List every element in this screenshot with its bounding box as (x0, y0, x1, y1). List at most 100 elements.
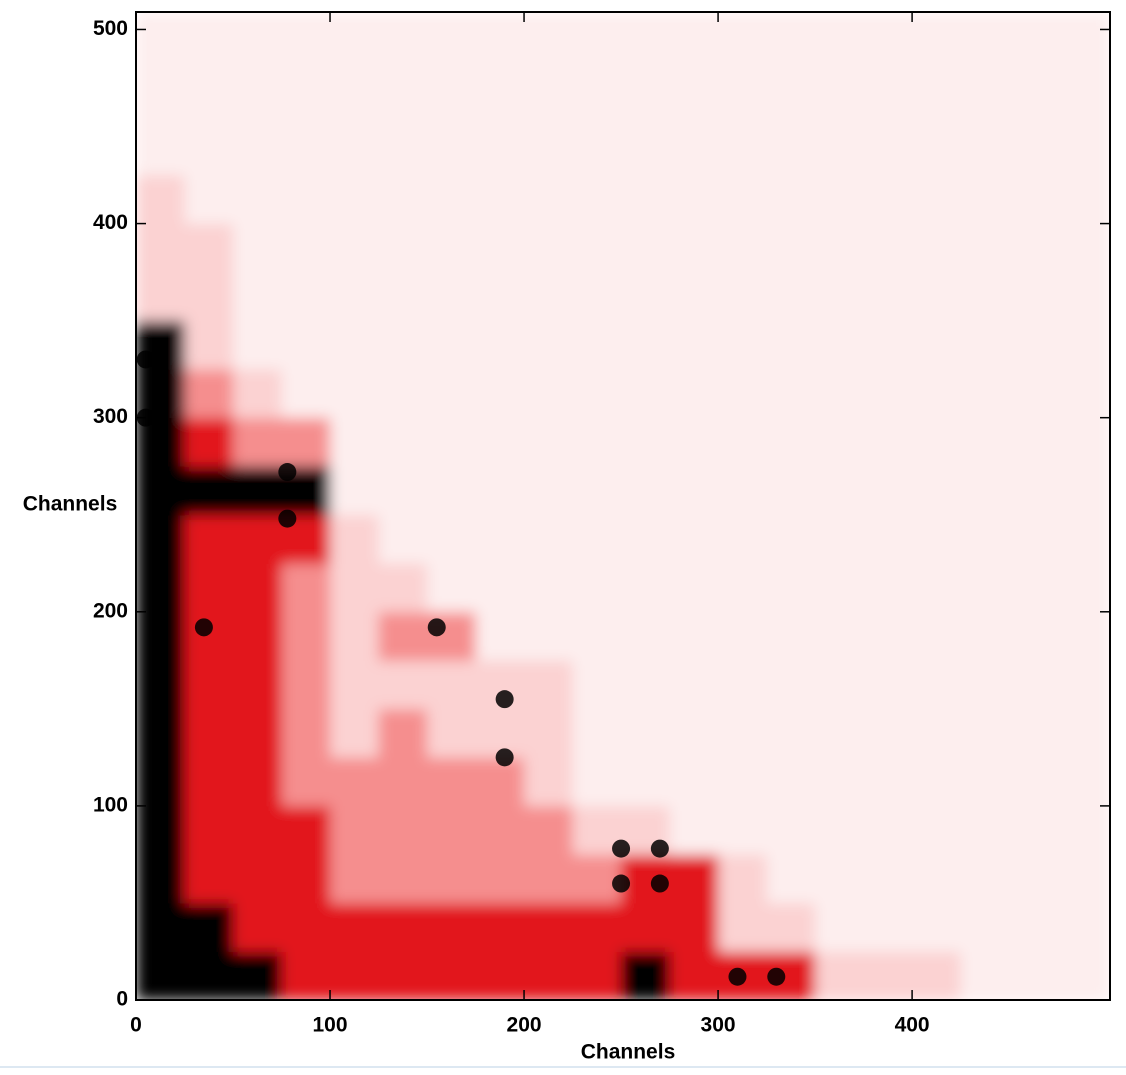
heatmap-cell (1057, 611, 1107, 661)
heatmap-cell (863, 77, 913, 128)
heatmap-cell (378, 951, 428, 1001)
heatmap-cell (912, 805, 962, 855)
heatmap-cell (718, 466, 768, 516)
heatmap-cell (475, 272, 525, 322)
heatmap-cell (330, 77, 380, 128)
heatmap-cell (669, 611, 719, 661)
heatmap-cell (330, 175, 380, 225)
heatmap-cell (233, 805, 283, 855)
heatmap-cell (1057, 466, 1107, 516)
heatmap-cell (572, 757, 622, 807)
heatmap-cell (960, 223, 1010, 273)
heatmap-cell (718, 757, 768, 807)
heatmap-cell (184, 369, 234, 419)
heatmap-cell (136, 660, 186, 710)
heatmap-cell (330, 466, 380, 516)
heatmap-cell (524, 902, 574, 952)
heatmap-cell (378, 660, 428, 710)
heatmap-cell (378, 805, 428, 855)
heatmap-cell (1009, 272, 1059, 322)
heatmap-cell (863, 320, 913, 370)
heatmap-cell (233, 77, 283, 128)
heatmap-cell (184, 708, 234, 758)
heatmap-cell (1009, 757, 1059, 807)
heatmap-cell (330, 611, 380, 661)
heatmap-cell (572, 563, 622, 613)
heatmap-cell (815, 417, 865, 467)
heatmap-cell (815, 611, 865, 661)
heatmap-cell (233, 563, 283, 613)
peak (136, 350, 155, 369)
heatmap-cell (912, 77, 962, 128)
heatmap-cell (863, 175, 913, 225)
heatmap-cell (184, 272, 234, 322)
y-tick-label: 300 (93, 405, 128, 428)
heatmap-cell (669, 369, 719, 419)
heatmap-cell (572, 514, 622, 564)
heatmap-cell (863, 902, 913, 952)
heatmap-cell (233, 223, 283, 273)
heatmap-cell (524, 369, 574, 419)
heatmap-cell (863, 417, 913, 467)
heatmap-cell (524, 854, 574, 904)
peak (612, 874, 631, 893)
heatmap-cells (136, 12, 1110, 1001)
heatmap-cell (524, 660, 574, 710)
heatmap-cell (669, 77, 719, 128)
heatmap-cell (330, 805, 380, 855)
heatmap-cell (427, 466, 477, 516)
heatmap-cell (184, 611, 234, 661)
heatmap-cell (136, 29, 186, 79)
heatmap-cell (960, 175, 1010, 225)
heatmap-cell (184, 29, 234, 79)
heatmap-cell (572, 417, 622, 467)
heatmap-cell (863, 563, 913, 613)
heatmap-cell (1009, 805, 1059, 855)
heatmap-cell (233, 902, 283, 952)
heatmap-cell (912, 708, 962, 758)
heatmap-cell (766, 757, 816, 807)
heatmap-cell (815, 320, 865, 370)
heatmap-cell (912, 466, 962, 516)
heatmap-cell (378, 77, 428, 128)
heatmap-cell (621, 757, 671, 807)
heatmap-cell (281, 29, 331, 79)
heatmap-cell (136, 77, 186, 128)
heatmap-cell (912, 660, 962, 710)
heatmap-cell (281, 320, 331, 370)
x-tick-label: 200 (507, 1014, 542, 1037)
heatmap-cell (669, 126, 719, 176)
heatmap-cell (184, 660, 234, 710)
heatmap-cell (669, 563, 719, 613)
heatmap-cell (912, 223, 962, 273)
heatmap-cell (960, 514, 1010, 564)
heatmap-cell (863, 272, 913, 322)
heatmap-cell (572, 126, 622, 176)
heatmap-cell (1057, 563, 1107, 613)
heatmap-cell (669, 514, 719, 564)
x-tick-label: 100 (313, 1014, 348, 1037)
heatmap-cell (330, 708, 380, 758)
heatmap-cell (330, 320, 380, 370)
heatmap-cell (136, 611, 186, 661)
peak (495, 690, 514, 709)
heatmap-cell (621, 951, 671, 1001)
heatmap-cell (233, 272, 283, 322)
heatmap-cell (863, 223, 913, 273)
heatmap-cell (1057, 272, 1107, 322)
heatmap-cell (281, 417, 331, 467)
heatmap-cell (766, 611, 816, 661)
x-tick-label: 400 (895, 1014, 930, 1037)
heatmap-cell (427, 126, 477, 176)
heatmap-cell (815, 369, 865, 419)
heatmap-cell (572, 660, 622, 710)
heatmap-cell (621, 466, 671, 516)
heatmap-cell (669, 223, 719, 273)
heatmap-cell (524, 611, 574, 661)
heatmap-cell (524, 272, 574, 322)
heatmap-cell (572, 951, 622, 1001)
y-tick-label: 100 (93, 793, 128, 816)
heatmap-cell (281, 223, 331, 273)
heatmap-cell (427, 514, 477, 564)
heatmap-cell (621, 272, 671, 322)
